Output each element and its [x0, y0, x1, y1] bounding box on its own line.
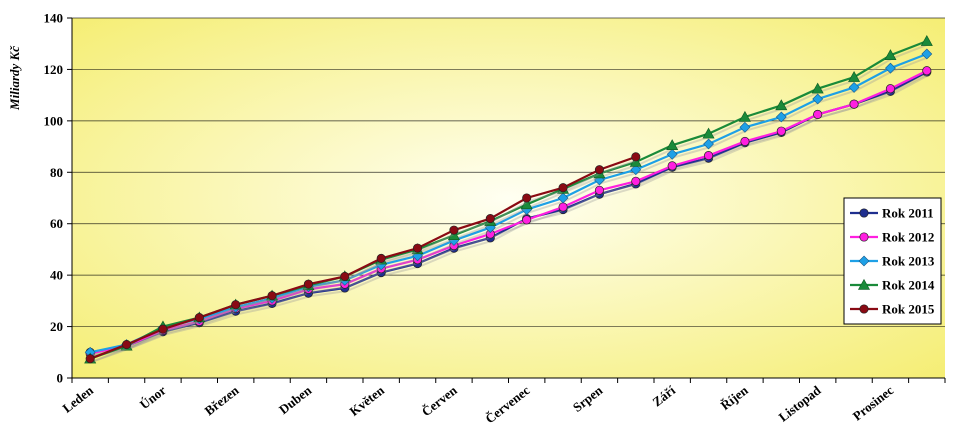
- data-point: [849, 99, 859, 109]
- data-point: [522, 215, 532, 225]
- y-tick-label: 140: [44, 11, 64, 26]
- data-point: [813, 109, 823, 119]
- x-tick-label: Duben: [276, 382, 315, 417]
- x-tick-label: Listopad: [776, 382, 825, 425]
- x-tick-label: Březen: [202, 382, 243, 418]
- data-point: [921, 48, 933, 60]
- data-point: [85, 354, 95, 364]
- data-point: [522, 193, 532, 203]
- legend-marker: [858, 255, 870, 267]
- x-tick-label: Červen: [419, 382, 461, 419]
- data-point: [558, 183, 568, 193]
- data-point: [920, 35, 933, 46]
- x-tick-label: Září: [649, 382, 678, 409]
- data-point: [303, 279, 313, 289]
- data-point: [666, 148, 678, 160]
- data-point: [194, 313, 204, 323]
- data-point: [631, 176, 641, 186]
- data-point: [739, 121, 751, 133]
- data-point: [703, 138, 714, 150]
- data-point: [594, 165, 604, 175]
- data-point: [340, 271, 350, 281]
- legend-marker: [857, 278, 871, 290]
- data-point: [267, 291, 277, 301]
- data-point: [449, 225, 459, 235]
- y-tick-label: 120: [44, 62, 64, 77]
- series-rok-2015: [85, 152, 641, 364]
- data-point: [158, 324, 168, 334]
- data-point: [413, 243, 423, 253]
- data-point: [630, 164, 642, 176]
- x-tick-label: Červenec: [482, 382, 532, 426]
- x-tick-label: Květen: [347, 382, 388, 419]
- data-point: [848, 82, 860, 93]
- data-point: [775, 111, 787, 123]
- y-tick-label: 60: [50, 216, 63, 231]
- data-point: [702, 127, 715, 139]
- data-point: [485, 214, 495, 224]
- y-tick-label: 80: [50, 165, 63, 180]
- legend-label: Rok 2014: [882, 278, 935, 293]
- x-tick-label: Srpen: [570, 382, 606, 415]
- data-point: [520, 198, 533, 210]
- data-point: [666, 139, 679, 150]
- data-point: [811, 82, 824, 94]
- legend-label: Rok 2012: [882, 230, 934, 245]
- data-point: [775, 99, 788, 111]
- data-point: [557, 192, 569, 204]
- series-shadow: [91, 72, 930, 358]
- data-point: [667, 161, 677, 171]
- legend-label: Rok 2013: [882, 254, 935, 269]
- series-rok-2013: [84, 48, 933, 358]
- series-shadow: [91, 158, 639, 363]
- data-point: [776, 126, 786, 136]
- data-point: [812, 93, 824, 105]
- series-line: [89, 155, 637, 360]
- data-point: [122, 340, 132, 350]
- data-point: [922, 66, 932, 76]
- y-tick-label: 0: [57, 371, 64, 386]
- legend-label: Rok 2011: [882, 206, 934, 221]
- y-tick-label: 100: [44, 113, 64, 128]
- data-point: [594, 185, 604, 195]
- data-point: [885, 84, 895, 94]
- y-axis-title: Miliardy Kč: [7, 45, 22, 111]
- data-point: [738, 110, 751, 122]
- legend-marker: [859, 208, 869, 218]
- data-point: [848, 71, 861, 82]
- data-point: [447, 229, 460, 240]
- y-tick-label: 20: [50, 319, 63, 334]
- data-point: [631, 152, 641, 162]
- data-point: [231, 300, 241, 310]
- series-line: [89, 69, 928, 355]
- data-point: [629, 155, 642, 167]
- data-point: [558, 202, 568, 212]
- x-tick-label: Únor: [137, 382, 169, 412]
- data-point: [884, 49, 897, 60]
- x-tick-label: Prosinec: [850, 382, 897, 423]
- x-tick-label: Leden: [59, 382, 96, 416]
- series-shadow: [91, 56, 930, 357]
- data-point: [740, 136, 750, 146]
- series-shadow: [92, 74, 930, 357]
- legend-marker: [859, 232, 869, 242]
- legend-marker: [859, 304, 869, 314]
- series-line: [89, 52, 928, 354]
- x-tick-label: Říjen: [718, 382, 752, 413]
- data-point: [704, 151, 714, 161]
- data-point: [885, 62, 896, 74]
- legend-label: Rok 2015: [882, 302, 935, 317]
- series-shadow: [91, 43, 930, 363]
- data-point: [376, 253, 386, 263]
- y-tick-label: 40: [50, 268, 63, 283]
